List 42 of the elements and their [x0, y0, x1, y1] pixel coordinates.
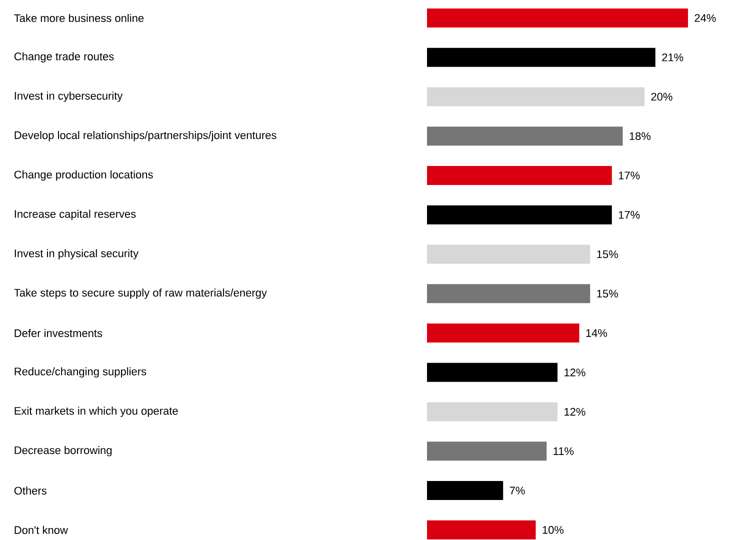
bar [427, 166, 612, 186]
y-tick-label: Invest in physical security [14, 249, 139, 260]
y-tick-label: Increase capital reserves [14, 210, 136, 220]
bar [427, 126, 623, 146]
bar [427, 48, 656, 67]
y-tick-label: Don't know [14, 526, 68, 534]
bar [427, 284, 590, 304]
data-label: 18% [630, 132, 651, 140]
bar [427, 324, 580, 343]
bar [427, 520, 536, 540]
data-label: 12% [564, 408, 586, 416]
bar [427, 87, 644, 106]
y-tick-label: Others [14, 486, 46, 495]
y-tick-label: Defer investments [14, 329, 102, 338]
data-label: 7% [510, 486, 525, 494]
data-label: 10% [542, 526, 564, 534]
y-tick-label: Take more business online [14, 14, 144, 22]
y-tick-label: Change production locations [14, 170, 153, 181]
data-label: 20% [651, 92, 672, 101]
data-label: 24% [694, 14, 716, 22]
bar [427, 244, 590, 264]
bar [427, 402, 558, 422]
y-tick-label: Take steps to secure supply of raw materials/energy [14, 288, 267, 299]
bar [427, 481, 504, 500]
data-label: 17% [618, 211, 640, 219]
data-label: 12% [564, 368, 586, 376]
y-tick-label: Develop local relationships/partnerships/joint ventures [14, 131, 276, 142]
data-label: 15% [597, 250, 618, 258]
data-label: 11% [554, 447, 574, 456]
data-label: 14% [586, 329, 608, 337]
y-tick-label: Exit markets in which you operate [14, 406, 178, 417]
data-label: 15% [597, 290, 618, 298]
y-tick-label: Change trade routes [14, 52, 114, 62]
bar [427, 8, 688, 28]
y-tick-label: Invest in cybersecurity [14, 92, 123, 102]
bar [427, 362, 558, 382]
y-tick-label: Decrease borrowing [14, 446, 112, 456]
bar [427, 442, 547, 461]
y-tick-label: Reduce/changing suppliers [14, 367, 146, 378]
bar [427, 205, 612, 224]
data-label: 17% [618, 172, 640, 180]
data-label: 21% [662, 54, 684, 62]
